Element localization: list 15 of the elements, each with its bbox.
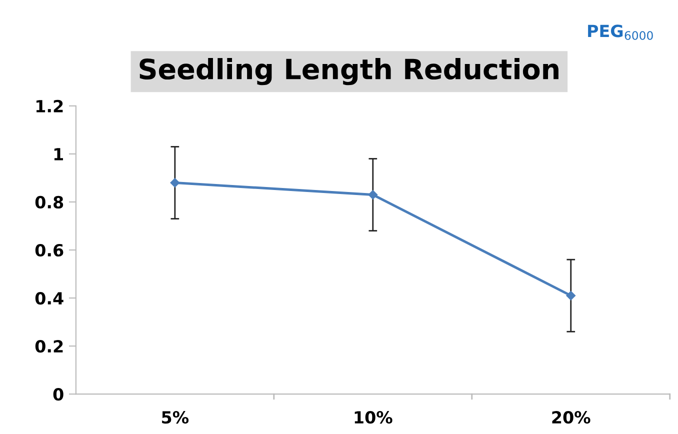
chart-title: Seedling Length Reduction xyxy=(140,58,558,86)
point xyxy=(566,290,576,300)
text: PEG$_{6000}$ xyxy=(588,24,653,40)
x-tick-label: 20% xyxy=(552,411,590,424)
x-tick-label: 5% xyxy=(162,411,189,424)
y-tick-label: 1.2 xyxy=(36,100,63,112)
y-tick-label: 0 xyxy=(53,388,64,401)
point xyxy=(368,190,378,200)
y-tick-label: 0.2 xyxy=(35,340,63,353)
y-tick-label: 1 xyxy=(54,148,63,160)
y-tick-label: 0.8 xyxy=(35,196,64,209)
x-tick-label: 10% xyxy=(354,411,392,424)
y-tick-label: 0.4 xyxy=(35,292,64,305)
y-tick-label: 0.6 xyxy=(35,244,64,257)
point xyxy=(170,178,180,188)
